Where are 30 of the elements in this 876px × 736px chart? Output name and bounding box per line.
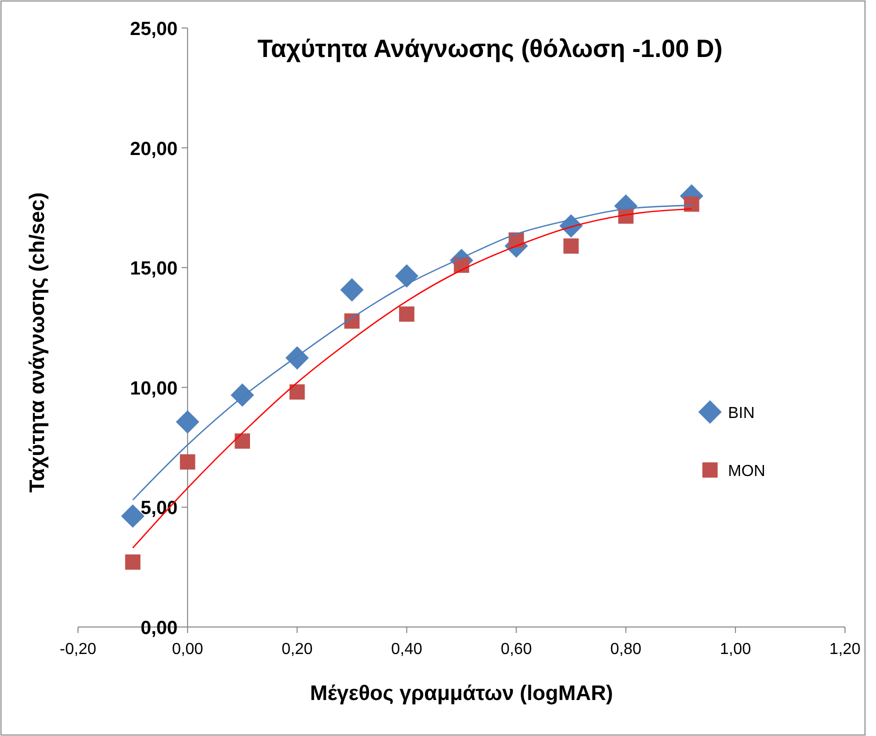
x-tick-label: 1,00 [720, 641, 752, 658]
point [289, 384, 305, 400]
x-tick-label: 0,80 [610, 641, 642, 658]
x-tick-label: 0,40 [391, 641, 422, 658]
point [395, 264, 418, 288]
point [563, 238, 579, 254]
point [285, 346, 309, 370]
point [176, 410, 200, 434]
x-tick-label: -0,20 [60, 641, 96, 658]
y-tick-label: 20,00 [130, 138, 178, 160]
y-tick-label: 0,00 [140, 618, 178, 639]
x-tick-label: 0,60 [500, 641, 532, 658]
y-tick-label: 25,00 [130, 19, 178, 40]
point [399, 306, 414, 322]
point [684, 196, 700, 212]
x-tick-label: 0,20 [282, 641, 313, 658]
x-tick-label: 1,20 [829, 641, 861, 658]
x-axis-title: Μέγεθος γραμμάτων (logMAR) [310, 682, 614, 705]
x-tick-label: 0,00 [172, 641, 204, 658]
legend-label: MON [728, 463, 766, 480]
point [125, 554, 140, 570]
y-tick-label: 15,00 [130, 258, 178, 280]
point [180, 454, 196, 470]
y-tick-label: 10,00 [130, 378, 178, 400]
chart-title: Ταχύτητα Ανάγνωσης (θόλωση -1.00 D) [257, 35, 723, 63]
point [230, 383, 254, 407]
legend-label: BIN [728, 405, 755, 422]
point [234, 433, 250, 449]
point [340, 278, 364, 302]
y-axis-title: Ταχύτητα ανάγνωσης (ch/sec) [26, 192, 49, 493]
